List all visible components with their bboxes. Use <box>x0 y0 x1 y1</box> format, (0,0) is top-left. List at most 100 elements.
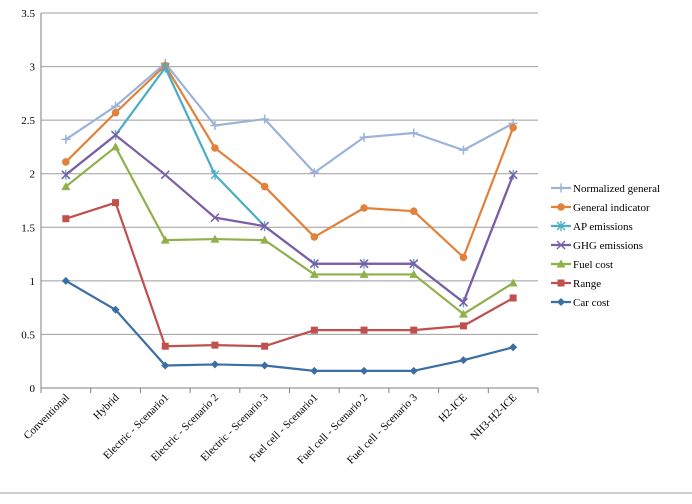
legend-label: Fuel cost <box>573 259 613 271</box>
data-point <box>309 168 319 178</box>
data-point <box>557 279 565 287</box>
y-tick-label: 1 <box>30 276 36 288</box>
data-point <box>557 203 565 211</box>
data-point <box>160 62 170 73</box>
data-point <box>359 259 369 269</box>
data-point <box>161 342 169 350</box>
data-point <box>112 199 120 207</box>
legend-item: Normalized general <box>551 183 660 195</box>
series-group <box>61 58 518 375</box>
data-point <box>458 297 468 307</box>
data-point <box>210 213 220 223</box>
data-point <box>508 170 518 180</box>
data-point <box>260 182 269 191</box>
y-tick-label: 1.5 <box>21 222 35 234</box>
legend-item: AP emissions <box>551 221 633 233</box>
legend-label: Normalized general <box>573 183 660 195</box>
y-tick-label: 3 <box>30 62 36 74</box>
x-tick-label: H2-ICE <box>436 391 469 424</box>
data-point <box>359 269 369 278</box>
data-point <box>160 170 170 180</box>
series-fuel-cost <box>61 142 518 318</box>
y-tick-label: 0.5 <box>21 329 35 341</box>
data-point <box>111 305 120 314</box>
data-point <box>409 366 418 375</box>
series-line <box>65 279 514 372</box>
data-point <box>260 221 270 231</box>
y-tick-label: 2 <box>30 169 36 181</box>
data-point <box>210 121 220 130</box>
data-point <box>508 278 518 287</box>
legend-item: Range <box>551 278 601 290</box>
legend-label: General indicator <box>573 202 650 214</box>
series-normalized-general <box>61 58 518 178</box>
x-tick-label: Conventional <box>22 392 72 442</box>
legend-item: General indicator <box>551 202 650 214</box>
data-point <box>111 142 121 151</box>
legend-item: Fuel cost <box>551 259 613 271</box>
series-line <box>65 201 514 348</box>
data-point <box>210 169 220 180</box>
legend-item: Car cost <box>551 297 609 309</box>
data-point <box>62 215 70 223</box>
legend: Normalized general General indicator AP em… <box>551 183 660 309</box>
data-point <box>360 366 369 375</box>
data-point <box>61 170 71 180</box>
data-point <box>260 361 269 370</box>
data-point <box>458 145 468 155</box>
data-point <box>556 259 566 268</box>
y-tick-label: 3.5 <box>21 8 35 20</box>
series-range <box>62 199 517 350</box>
data-point <box>310 326 318 334</box>
legend-label: AP emissions <box>573 221 633 233</box>
y-tick-label: 0 <box>30 383 36 395</box>
data-point <box>359 132 369 142</box>
data-point <box>556 221 566 231</box>
data-point <box>62 158 70 166</box>
series-line <box>65 66 515 304</box>
series-line <box>65 62 514 174</box>
data-point <box>309 259 319 269</box>
series-line <box>65 64 515 259</box>
data-point <box>556 240 566 250</box>
data-point <box>459 322 467 330</box>
data-point <box>111 108 120 117</box>
series-general-indicator <box>62 61 517 262</box>
data-point <box>61 182 71 191</box>
data-point <box>459 356 468 365</box>
data-point <box>410 326 418 334</box>
data-point <box>260 114 270 124</box>
data-point <box>556 183 566 193</box>
data-point <box>458 309 468 318</box>
series-ghg-emissions <box>61 130 518 307</box>
x-tick-label: NH3-H2-ICE <box>468 391 519 442</box>
data-point <box>509 294 517 302</box>
data-point <box>211 341 219 349</box>
data-point <box>61 276 70 285</box>
legend-item: GHG emissions <box>551 240 643 252</box>
data-point <box>360 204 368 212</box>
data-point <box>111 130 121 140</box>
data-point <box>557 298 565 306</box>
data-point <box>261 342 269 350</box>
data-point <box>459 253 468 262</box>
series-car-cost <box>61 276 518 375</box>
series-line <box>65 134 515 304</box>
data-point <box>260 235 270 244</box>
data-point <box>409 259 419 269</box>
data-point <box>210 360 219 369</box>
data-point <box>61 134 71 144</box>
x-tick-label: Hybrid <box>91 391 122 422</box>
data-point <box>409 207 418 216</box>
data-point <box>310 366 319 375</box>
series-line <box>65 145 514 316</box>
legend-label: GHG emissions <box>573 240 643 252</box>
data-point <box>509 123 517 132</box>
data-point <box>310 233 319 241</box>
data-point <box>210 234 220 243</box>
data-point <box>309 269 319 278</box>
y-axis-ticks: 0 0.5 1 1.5 2 2.5 3 3.5 <box>21 8 35 395</box>
y-tick-label: 2.5 <box>21 115 35 127</box>
